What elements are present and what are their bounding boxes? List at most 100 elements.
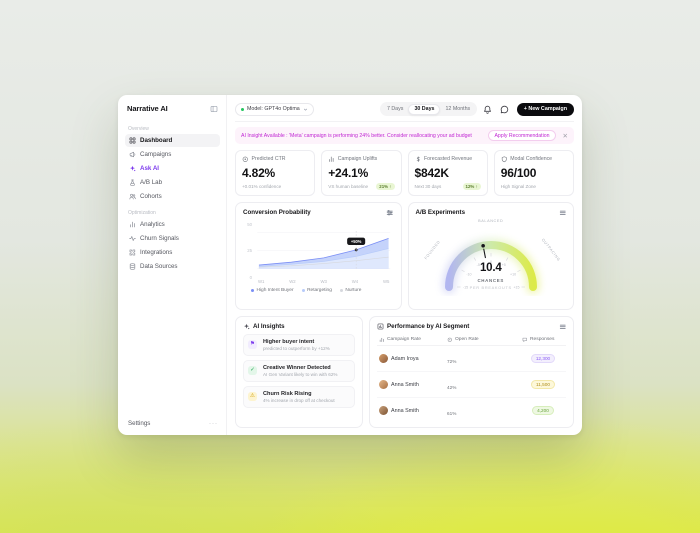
- sidebar: Narrative AI Overview Dashboard Campaign…: [118, 95, 227, 435]
- bar-chart-icon: [129, 221, 136, 228]
- insight-item-buyer-intent[interactable]: ⚑ Higher buyer intent predicted to outpe…: [243, 334, 355, 356]
- legend-item[interactable]: High Intent Buyer: [251, 288, 294, 293]
- svg-text:0: 0: [490, 259, 492, 263]
- legend-item[interactable]: Nurture: [339, 288, 361, 293]
- sparkles-icon: [243, 323, 250, 330]
- dashboard-grid-icon: [129, 137, 136, 144]
- settings-label[interactable]: Settings: [128, 420, 151, 427]
- date-range-group: 7 Days 30 Days 12 Months: [380, 102, 477, 116]
- sidebar-item-integrations[interactable]: Integrations: [125, 246, 220, 259]
- model-selector[interactable]: Model: GPT4o Optima: [235, 102, 314, 116]
- sidebar-item-campaigns[interactable]: Campaigns: [125, 148, 220, 161]
- more-options-icon[interactable]: ···: [209, 420, 218, 427]
- range-30-days[interactable]: 30 Days: [408, 103, 441, 115]
- avatar: [379, 406, 388, 415]
- ai-insight-banner: AI Insight Available : 'Meta' campaign i…: [235, 127, 574, 144]
- range-12-months[interactable]: 12 Months: [445, 105, 471, 112]
- insight-title: Higher buyer intent: [263, 338, 315, 345]
- kpi-card-modal-confidence: Modal Confidence 96/100 High Signal Zone: [493, 150, 574, 196]
- avatar: [379, 380, 388, 389]
- svg-text:+10: +10: [510, 272, 516, 276]
- sidebar-section-overview: Overview: [128, 126, 149, 132]
- table-row[interactable]: Adam Iroya 72% 12,300: [377, 346, 566, 372]
- chart-tooltip: +50%: [347, 230, 366, 269]
- close-icon[interactable]: ✕: [562, 132, 568, 140]
- collapse-sidebar-icon[interactable]: [210, 105, 218, 113]
- sidebar-item-label: Dashboard: [140, 137, 173, 144]
- bars-icon: [379, 337, 385, 343]
- open-rate-value: 61%: [447, 410, 457, 416]
- table-row[interactable]: Anna Smith 42% 11,500: [377, 372, 566, 398]
- responses-badge: 4,200: [532, 406, 554, 415]
- insight-item-creative-winner[interactable]: ✓ Creative Winner Detected AI Gen Varian…: [243, 360, 355, 382]
- svg-text:+50%: +50%: [351, 238, 362, 243]
- insight-item-churn-risk[interactable]: ⚠ Churn Risk Rising 4% increase in drop …: [243, 386, 355, 408]
- apply-recommendation-button[interactable]: Apply Recommendation: [488, 130, 556, 141]
- kpi-row: Predicted CTR 4.82% +0.01% confidence Ca…: [235, 150, 574, 196]
- sidebar-item-analytics[interactable]: Analytics: [125, 218, 220, 231]
- model-selector-label: Model: GPT4o Optima: [247, 106, 300, 112]
- kpi-card-predicted-ctr: Predicted CTR 4.82% +0.01% confidence: [235, 150, 316, 196]
- range-7-days[interactable]: 7 Days: [386, 105, 404, 112]
- insight-title: Churn Risk Rising: [263, 390, 312, 397]
- ai-insight-text: AI Insight Available : 'Meta' campaign i…: [241, 132, 472, 139]
- menu-icon[interactable]: [559, 209, 567, 217]
- kpi-subtext: VS human baseline: [328, 184, 369, 189]
- avatar: [379, 354, 388, 363]
- column-header[interactable]: Open Rate: [455, 336, 479, 342]
- model-status-dot: [241, 107, 244, 111]
- sidebar-item-ab-lab[interactable]: A/B Lab: [125, 176, 220, 189]
- flag-icon: ⚑: [248, 340, 257, 349]
- bar-chart-icon: [328, 156, 335, 163]
- svg-text:-10: -10: [466, 272, 471, 276]
- new-campaign-button[interactable]: + New Campaign: [516, 102, 574, 116]
- flask-icon: [129, 179, 136, 186]
- card-title: A/B Experiments: [415, 209, 466, 217]
- kpi-value: +24.1%: [328, 166, 369, 180]
- sidebar-item-cohorts[interactable]: Cohorts: [125, 190, 220, 203]
- insight-title: Creative Winner Detected: [263, 364, 331, 371]
- topbar: Model: GPT4o Optima 7 Days 30 Days 12 Mo…: [235, 100, 574, 122]
- responses-badge: 12,300: [530, 354, 556, 363]
- sidebar-item-data-sources[interactable]: Data Sources: [125, 260, 220, 273]
- column-header[interactable]: Responses: [530, 336, 555, 342]
- legend-item[interactable]: Retargeting: [301, 288, 332, 293]
- insight-subtext: predicted to outperform by +12%: [263, 346, 330, 351]
- sidebar-item-churn-signals[interactable]: Churn Signals: [125, 232, 220, 245]
- card-title: Conversion Probability: [243, 209, 311, 217]
- charts-row: Conversion Probability 50 25 0 +50% W1 W2 W3…: [235, 202, 574, 310]
- sidebar-item-ask-ai[interactable]: Ask AI: [125, 162, 220, 175]
- target-icon: [242, 156, 249, 163]
- sidebar-section-optimization: Optimization: [128, 210, 156, 216]
- filter-sliders-icon[interactable]: [386, 209, 394, 217]
- sidebar-item-label: Campaigns: [140, 151, 172, 158]
- x-tick: W4: [351, 278, 359, 284]
- sidebar-item-label: Analytics: [140, 221, 165, 228]
- notifications-bell-icon[interactable]: [483, 105, 492, 114]
- insight-subtext: AI Gen Variant likely to win with 62%: [263, 372, 338, 377]
- conversion-probability-card: Conversion Probability 50 25 0 +50% W1 W2 W3…: [235, 202, 402, 310]
- messages-icon[interactable]: [500, 105, 509, 114]
- row-name: Anna Smith: [391, 407, 419, 414]
- users-icon: [129, 193, 136, 200]
- svg-text:-5: -5: [476, 263, 479, 267]
- column-header[interactable]: Campaign Rate: [387, 336, 421, 342]
- dollar-icon: [415, 156, 422, 163]
- conversion-chart-area: 50 25 0 +50% W1 W2 W3 W4 W5: [243, 220, 394, 284]
- table-row[interactable]: Anna Smith 61% 4,200: [377, 398, 566, 423]
- gauge-chart: -15 -10 -5 0 +5 +10 +15: [442, 238, 540, 293]
- app-logo: Narrative AI: [127, 104, 168, 113]
- kpi-subtext: Next 30 days: [414, 184, 442, 189]
- settings-row: Settings ···: [128, 420, 218, 427]
- card-title-text: Performance by AI Segment: [387, 323, 470, 331]
- gauge-unit-line2: PER BREAKOUTS: [469, 284, 512, 290]
- y-tick: 50: [247, 221, 252, 227]
- sidebar-item-label: Integrations: [140, 249, 173, 256]
- circle-icon: [447, 337, 453, 343]
- conversion-chart: +50%: [257, 230, 391, 269]
- menu-icon[interactable]: [559, 323, 567, 331]
- sidebar-item-dashboard[interactable]: Dashboard: [125, 134, 220, 147]
- svg-text:+5: +5: [501, 263, 505, 267]
- sidebar-item-label: Churn Signals: [140, 235, 179, 242]
